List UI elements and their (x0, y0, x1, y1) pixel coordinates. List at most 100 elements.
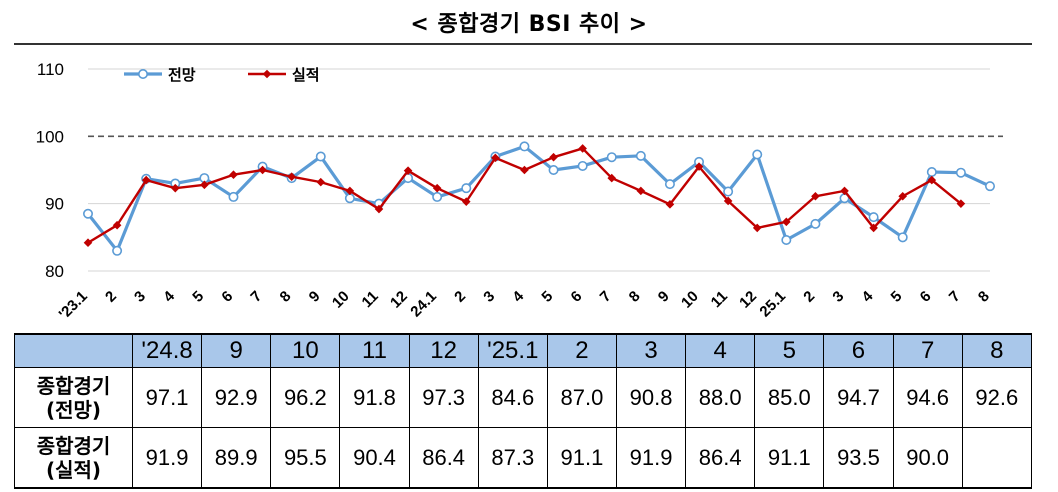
table-header-cell: 11 (339, 333, 410, 368)
table-cell: 92.6 (961, 367, 1033, 428)
data-point (752, 149, 763, 160)
x-tick-label: 6 (218, 288, 236, 306)
series-line (87, 147, 962, 244)
table-cell: 94.6 (892, 367, 963, 428)
x-tick-label: 8 (277, 288, 295, 306)
x-tick-label: 6 (917, 288, 935, 306)
x-tick-label: 2 (451, 288, 469, 306)
table-cell: 86.4 (408, 427, 479, 489)
gridlines (88, 68, 1003, 272)
table-header-cell: 6 (823, 333, 894, 368)
data-point (635, 150, 646, 161)
data-point (344, 193, 355, 204)
x-tick-label: 8 (626, 288, 644, 306)
data-point (578, 144, 587, 153)
row-label-line1: 종합경기 (36, 373, 111, 398)
data-point (228, 191, 239, 202)
x-tick-label: 7 (597, 288, 615, 306)
row-label-line1: 종합경기 (36, 433, 111, 458)
series-line (86, 144, 991, 253)
data-point (868, 212, 879, 223)
table-header-cell: '25.1 (477, 333, 548, 368)
table-header-cell: 4 (685, 333, 756, 368)
legend-marker (262, 69, 272, 79)
x-tick-label: 10 (329, 288, 353, 312)
row-label-line2: (전망) (45, 397, 102, 422)
data-point (955, 167, 966, 178)
data-point (83, 238, 93, 248)
x-tick-label: 2 (102, 288, 120, 306)
table-cell: 91.1 (754, 427, 825, 489)
series-actual (83, 144, 966, 248)
table-row-label: 종합경기 (전망) (14, 367, 133, 428)
data-point (519, 141, 530, 152)
data-point (200, 180, 209, 190)
table-cell: 90.8 (615, 367, 687, 428)
legend: 전망 실적 (124, 66, 320, 84)
data-point (461, 183, 472, 194)
x-tick-label: 25.1 (756, 288, 789, 321)
y-axis-ticks: 80 90 100 110 (36, 60, 64, 281)
table-row-label: 종합경기 (실적) (14, 427, 133, 489)
data-point (112, 220, 122, 230)
table-cell: 97.1 (131, 367, 203, 428)
data-point (636, 186, 646, 196)
x-tick-label: 3 (131, 288, 149, 306)
data-point (287, 172, 296, 182)
table-cell: 87.0 (546, 367, 617, 428)
data-point (752, 223, 762, 233)
table-cell: 90.0 (892, 427, 963, 489)
table-cell: 94.7 (823, 367, 894, 428)
chart-title: < 종합경기 BSI 추이 > (410, 12, 648, 37)
data-point (781, 235, 792, 246)
legend-label: 전망 (168, 66, 196, 84)
data-point (432, 183, 442, 193)
data-point (315, 151, 326, 162)
legend-marker (138, 68, 149, 79)
x-tick-label: 10 (678, 288, 702, 312)
title-rule (14, 43, 1032, 45)
data-point (403, 166, 413, 175)
table-cell: 97.3 (408, 367, 479, 428)
data-point (548, 165, 559, 176)
x-tick-label: 5 (189, 288, 207, 306)
data-point (83, 208, 94, 219)
x-tick-label: '23.1 (56, 288, 91, 323)
x-tick-label: 7 (247, 288, 265, 306)
y-tick-label: 100 (36, 127, 64, 146)
data-point (811, 191, 820, 201)
data-point (723, 186, 734, 197)
x-tick-label: 9 (655, 288, 673, 306)
x-tick-label: 3 (829, 288, 847, 306)
data-point (840, 186, 849, 196)
table-header-cell: '24.8 (131, 333, 203, 368)
table-header-cell: 2 (546, 333, 617, 368)
table-header-cell: 8 (961, 333, 1033, 368)
x-tick-label: 4 (160, 287, 178, 305)
table-body: 종합경기 (전망) 97.1 92.9 96.2 91.8 97.3 84.6 87.0 90.8… (14, 367, 1033, 489)
data-point (345, 186, 355, 196)
data-point (577, 160, 588, 171)
legend-label: 실적 (292, 66, 320, 84)
table-cell: 91.9 (615, 427, 687, 489)
table-cell: 91.8 (339, 367, 410, 428)
row-label-line2: (실적) (45, 457, 102, 482)
y-tick-label: 110 (37, 60, 64, 79)
table-cell: 86.4 (685, 427, 756, 489)
data-point (316, 177, 326, 187)
data-point (606, 152, 617, 163)
y-tick-label: 90 (45, 195, 64, 214)
x-tick-label: 7 (946, 288, 964, 306)
legend-item: 전망 (124, 66, 196, 84)
x-tick-label: 6 (568, 288, 586, 306)
data-point (549, 152, 558, 162)
data-point (229, 170, 238, 180)
data-point (665, 200, 675, 209)
table-corner-cell (14, 333, 133, 368)
x-tick-label: 4 (859, 287, 877, 305)
table-cell: 95.5 (270, 427, 341, 489)
x-tick-label: 11 (359, 288, 382, 311)
data-point (112, 245, 123, 256)
